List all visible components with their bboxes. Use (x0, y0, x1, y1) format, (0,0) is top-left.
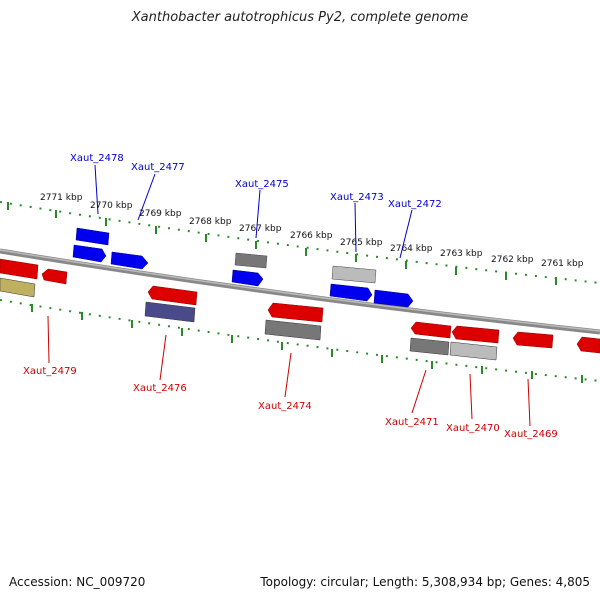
reverse-track-dots (0, 299, 600, 382)
scale-label: 2769 kbp (139, 209, 182, 219)
gene-label-xaut-2472[interactable]: Xaut_2472 (388, 199, 442, 210)
gene-forward[interactable] (72, 244, 107, 263)
gene-label-xaut-2476[interactable]: Xaut_2476 (133, 383, 187, 394)
gene-xaut-2469[interactable] (512, 331, 554, 349)
gene-forward[interactable] (231, 269, 264, 287)
gene-xaut-2475[interactable] (234, 252, 268, 269)
gene-label-xaut-2477[interactable]: Xaut_2477 (131, 162, 185, 173)
gene-reverse[interactable] (451, 325, 500, 344)
accession-text: Accession: NC_009720 (9, 575, 146, 589)
leader-xaut-2469 (527, 378, 531, 427)
gene-label-xaut-2475[interactable]: Xaut_2475 (235, 179, 289, 190)
gene-reverse[interactable] (267, 302, 324, 323)
gene-xaut-2470[interactable] (449, 341, 498, 361)
gene-light-gray[interactable] (331, 265, 377, 284)
gene-xaut-2472[interactable] (373, 289, 414, 308)
leader-xaut-2475 (255, 189, 261, 239)
scale-label: 2761 kbp (541, 259, 584, 269)
gene-xaut-2476[interactable] (144, 301, 196, 323)
leader-xaut-2470 (469, 373, 473, 420)
scale-label: 2765 kbp (340, 238, 383, 248)
gene-xaut-2474[interactable] (264, 319, 322, 341)
genome-backbone-highlight (0, 249, 600, 332)
scale-label: 2768 kbp (189, 217, 232, 227)
leader-xaut-2471 (411, 369, 427, 414)
gene-label-xaut-2469[interactable]: Xaut_2469 (504, 429, 558, 440)
gene-reverse[interactable] (0, 258, 39, 280)
leader-xaut-2477 (137, 173, 156, 221)
genome-backbone (0, 248, 600, 335)
gene-label-xaut-2474[interactable]: Xaut_2474 (258, 401, 312, 412)
scale-label: 2764 kbp (390, 244, 433, 254)
reverse-tick-track (0, 299, 600, 383)
leader-xaut-2479 (47, 315, 50, 364)
forward-track-dots (0, 201, 600, 284)
leader-xaut-2473 (354, 202, 357, 253)
gene-label-xaut-2473[interactable]: Xaut_2473 (330, 192, 384, 203)
scale-label: 2771 kbp (40, 193, 83, 203)
gene-xaut-2473[interactable] (329, 283, 373, 302)
scale-label: 2770 kbp (90, 201, 133, 211)
gene-reverse[interactable] (576, 336, 600, 354)
scale-label: 2766 kbp (290, 231, 333, 241)
leader-xaut-2472 (399, 209, 413, 259)
gene-label-xaut-2471[interactable]: Xaut_2471 (385, 417, 439, 428)
scale-label: 2767 kbp (239, 224, 282, 234)
leader-xaut-2476 (159, 334, 167, 381)
gene-xaut-2477[interactable] (110, 251, 149, 270)
gene-label-xaut-2478[interactable]: Xaut_2478 (70, 153, 124, 164)
gene-xaut-2471[interactable] (409, 337, 450, 356)
leader-xaut-2478 (94, 164, 99, 215)
gene-xaut-2479[interactable] (41, 268, 68, 285)
gene-xaut-2478[interactable] (75, 227, 110, 246)
gene-label-xaut-2479[interactable]: Xaut_2479 (23, 366, 77, 377)
forward-tick-track (0, 201, 600, 285)
gene-reverse[interactable] (147, 285, 198, 306)
topology-text: Topology: circular; Length: 5,308,934 bp… (260, 575, 590, 589)
leader-xaut-2474 (284, 352, 292, 398)
gene-label-xaut-2470[interactable]: Xaut_2470 (446, 423, 500, 434)
scale-label: 2763 kbp (440, 249, 483, 259)
map-title: Xanthobacter autotrophicus Py2, complete… (131, 10, 469, 25)
gene-olive[interactable] (0, 277, 36, 298)
scale-label: 2762 kbp (491, 255, 534, 265)
gene-reverse[interactable] (410, 321, 452, 339)
